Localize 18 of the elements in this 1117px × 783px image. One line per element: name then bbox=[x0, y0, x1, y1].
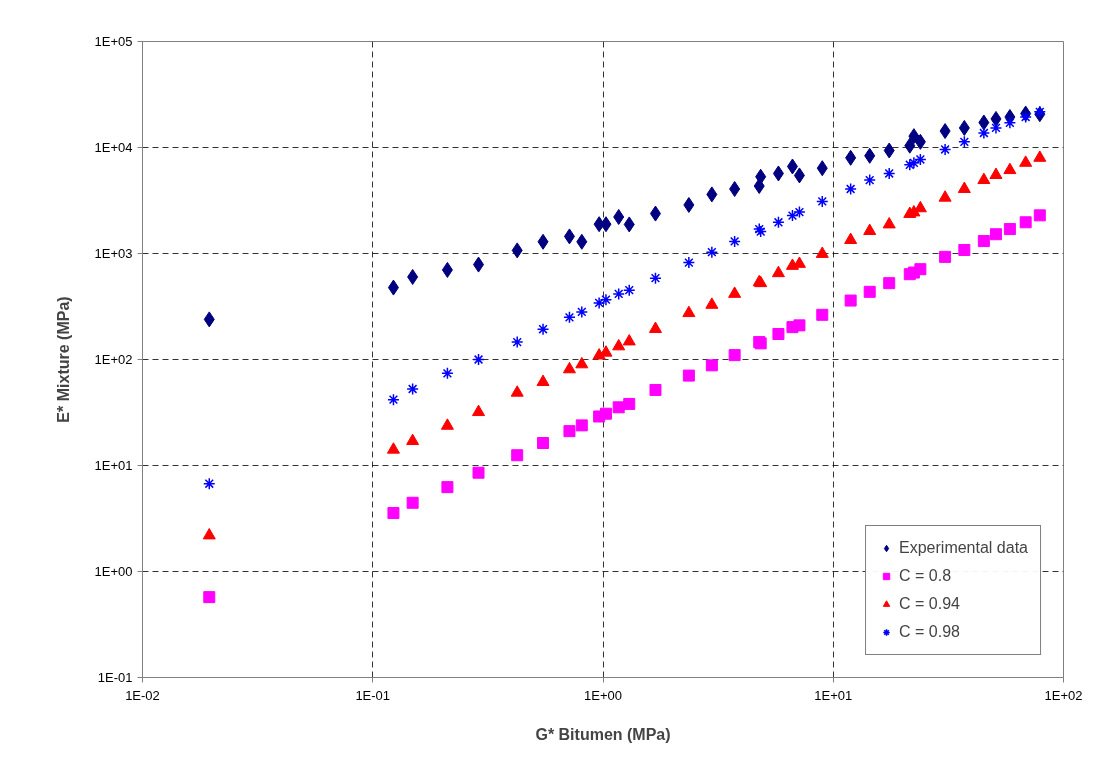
x-tick-label: 1E+02 bbox=[1044, 687, 1083, 703]
legend-label: C = 0.8 bbox=[899, 567, 952, 585]
legend-label: C = 0.98 bbox=[899, 623, 960, 641]
y-tick-label: 1E+01 bbox=[94, 458, 133, 473]
x-axis-title: G* Bitumen (MPa) bbox=[535, 725, 671, 743]
x-tick-label: 1E-02 bbox=[125, 687, 160, 703]
y-tick-label: 1E+02 bbox=[94, 352, 133, 367]
y-tick-label: 1E-01 bbox=[97, 670, 133, 685]
y-tick-label: 1E+04 bbox=[94, 140, 133, 155]
legend-label: Experimental data bbox=[899, 539, 1028, 557]
y-tick-label: 1E+05 bbox=[94, 34, 133, 49]
y-tick-label: 1E+03 bbox=[94, 246, 133, 261]
legend-label: C = 0.94 bbox=[899, 595, 960, 613]
x-tick-label: 1E-01 bbox=[355, 687, 391, 703]
x-tick-label: 1E+01 bbox=[814, 687, 853, 703]
y-tick-label: 1E+00 bbox=[94, 564, 133, 579]
y-axis-title: E* Mixture (MPa) bbox=[54, 296, 72, 423]
x-tick-label: 1E+00 bbox=[584, 687, 622, 703]
